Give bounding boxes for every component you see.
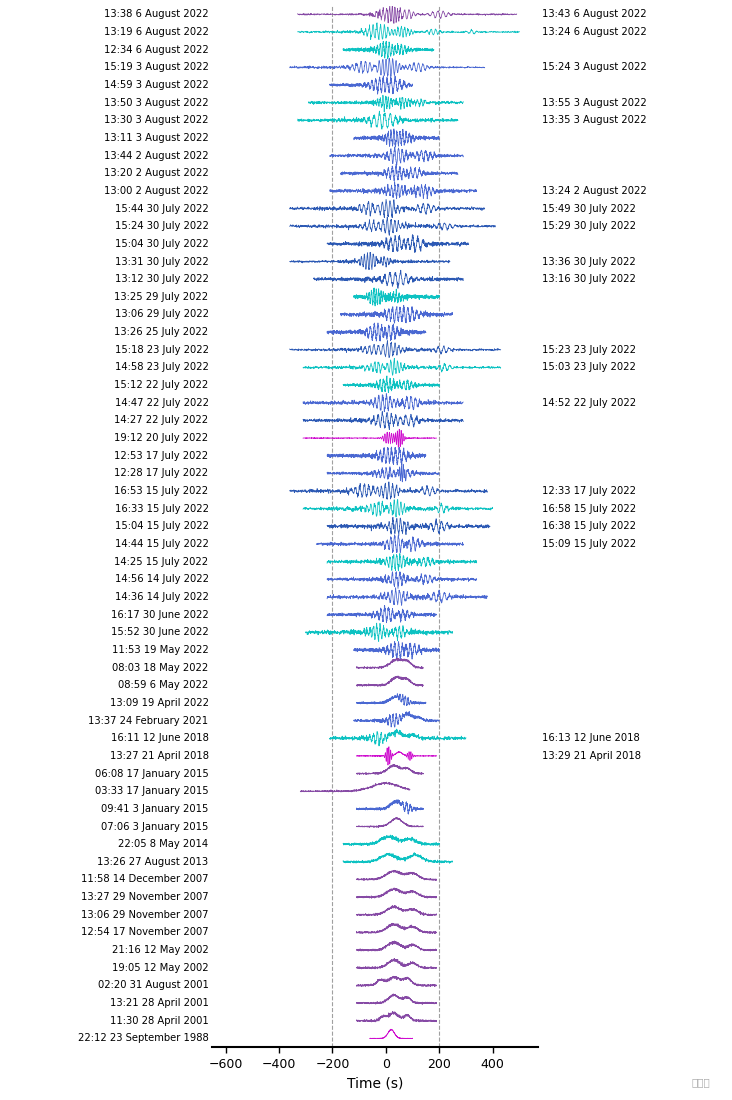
Text: 11:53 19 May 2022: 11:53 19 May 2022	[112, 645, 209, 654]
Text: 12:53 17 July 2022: 12:53 17 July 2022	[114, 451, 209, 461]
Text: 16:38 15 July 2022: 16:38 15 July 2022	[542, 521, 635, 531]
Text: 13:24 2 August 2022: 13:24 2 August 2022	[542, 186, 646, 196]
Text: 13:19 6 August 2022: 13:19 6 August 2022	[104, 28, 209, 37]
Text: 13:35 3 August 2022: 13:35 3 August 2022	[542, 116, 646, 125]
Text: 16:17 30 June 2022: 16:17 30 June 2022	[111, 609, 209, 619]
Text: 14:47 22 July 2022: 14:47 22 July 2022	[115, 398, 209, 408]
Text: 15:19 3 August 2022: 15:19 3 August 2022	[104, 63, 209, 73]
Text: 09:41 3 January 2015: 09:41 3 January 2015	[101, 804, 209, 814]
Text: 15:52 30 June 2022: 15:52 30 June 2022	[111, 627, 209, 637]
Text: 08:03 18 May 2022: 08:03 18 May 2022	[113, 662, 209, 672]
Text: 量子位: 量子位	[691, 1077, 710, 1087]
Text: 16:33 15 July 2022: 16:33 15 July 2022	[115, 504, 209, 514]
Text: 19:05 12 May 2002: 19:05 12 May 2002	[112, 962, 209, 972]
Text: 13:06 29 July 2022: 13:06 29 July 2022	[115, 309, 209, 319]
Text: 13:24 6 August 2022: 13:24 6 August 2022	[542, 28, 646, 37]
Text: 15:04 30 July 2022: 15:04 30 July 2022	[115, 239, 209, 249]
Text: 02:20 31 August 2001: 02:20 31 August 2001	[98, 980, 209, 990]
Text: 21:16 12 May 2002: 21:16 12 May 2002	[112, 945, 209, 955]
Text: 12:34 6 August 2022: 12:34 6 August 2022	[104, 45, 209, 55]
Text: 14:59 3 August 2022: 14:59 3 August 2022	[104, 80, 209, 90]
Text: 15:24 30 July 2022: 15:24 30 July 2022	[115, 221, 209, 231]
Text: 15:18 23 July 2022: 15:18 23 July 2022	[115, 344, 209, 355]
Text: 13:31 30 July 2022: 13:31 30 July 2022	[115, 256, 209, 266]
X-axis label: Time (s): Time (s)	[347, 1076, 403, 1090]
Text: 16:11 12 June 2018: 16:11 12 June 2018	[111, 734, 209, 744]
Text: 15:24 3 August 2022: 15:24 3 August 2022	[542, 63, 646, 73]
Text: 13:06 29 November 2007: 13:06 29 November 2007	[81, 910, 209, 920]
Text: 13:29 21 April 2018: 13:29 21 April 2018	[542, 751, 640, 761]
Text: 11:58 14 December 2007: 11:58 14 December 2007	[81, 874, 209, 884]
Text: 15:12 22 July 2022: 15:12 22 July 2022	[114, 381, 209, 390]
Text: 11:30 28 April 2001: 11:30 28 April 2001	[110, 1015, 209, 1025]
Text: 13:09 19 April 2022: 13:09 19 April 2022	[110, 697, 209, 708]
Text: 13:00 2 August 2022: 13:00 2 August 2022	[104, 186, 209, 196]
Text: 15:23 23 July 2022: 15:23 23 July 2022	[542, 344, 635, 355]
Text: 13:26 25 July 2022: 13:26 25 July 2022	[114, 327, 209, 337]
Text: 13:44 2 August 2022: 13:44 2 August 2022	[104, 151, 209, 161]
Text: 12:54 17 November 2007: 12:54 17 November 2007	[81, 927, 209, 937]
Text: 03:33 17 January 2015: 03:33 17 January 2015	[95, 786, 209, 796]
Text: 15:04 15 July 2022: 15:04 15 July 2022	[115, 521, 209, 531]
Text: 13:50 3 August 2022: 13:50 3 August 2022	[104, 98, 209, 108]
Text: 13:11 3 August 2022: 13:11 3 August 2022	[104, 133, 209, 143]
Text: 13:27 21 April 2018: 13:27 21 April 2018	[110, 751, 209, 761]
Text: 13:38 6 August 2022: 13:38 6 August 2022	[104, 9, 209, 20]
Text: 16:13 12 June 2018: 16:13 12 June 2018	[542, 734, 640, 744]
Text: 13:37 24 February 2021: 13:37 24 February 2021	[89, 716, 209, 726]
Text: 14:27 22 July 2022: 14:27 22 July 2022	[114, 416, 209, 426]
Text: 14:25 15 July 2022: 14:25 15 July 2022	[114, 557, 209, 566]
Text: 13:12 30 July 2022: 13:12 30 July 2022	[115, 274, 209, 284]
Text: 16:53 15 July 2022: 16:53 15 July 2022	[114, 486, 209, 496]
Text: 15:09 15 July 2022: 15:09 15 July 2022	[542, 539, 636, 549]
Text: 13:16 30 July 2022: 13:16 30 July 2022	[542, 274, 635, 284]
Text: 07:06 3 January 2015: 07:06 3 January 2015	[101, 822, 209, 832]
Text: 22:12 23 September 1988: 22:12 23 September 1988	[78, 1033, 209, 1044]
Text: 13:26 27 August 2013: 13:26 27 August 2013	[97, 857, 209, 867]
Text: 13:25 29 July 2022: 13:25 29 July 2022	[114, 292, 209, 301]
Text: 15:03 23 July 2022: 15:03 23 July 2022	[542, 362, 635, 373]
Text: 13:20 2 August 2022: 13:20 2 August 2022	[104, 168, 209, 178]
Text: 14:36 14 July 2022: 14:36 14 July 2022	[115, 592, 209, 602]
Text: 13:30 3 August 2022: 13:30 3 August 2022	[104, 116, 209, 125]
Text: 13:27 29 November 2007: 13:27 29 November 2007	[81, 892, 209, 902]
Text: 14:44 15 July 2022: 14:44 15 July 2022	[115, 539, 209, 549]
Text: 22:05 8 May 2014: 22:05 8 May 2014	[119, 839, 209, 849]
Text: 14:58 23 July 2022: 14:58 23 July 2022	[115, 362, 209, 373]
Text: 16:58 15 July 2022: 16:58 15 July 2022	[542, 504, 636, 514]
Text: 12:28 17 July 2022: 12:28 17 July 2022	[114, 469, 209, 478]
Text: 13:21 28 April 2001: 13:21 28 April 2001	[110, 998, 209, 1008]
Text: 08:59 6 May 2022: 08:59 6 May 2022	[119, 680, 209, 691]
Text: 14:56 14 July 2022: 14:56 14 July 2022	[115, 574, 209, 584]
Text: 19:12 20 July 2022: 19:12 20 July 2022	[114, 433, 209, 443]
Text: 15:49 30 July 2022: 15:49 30 July 2022	[542, 204, 635, 213]
Text: 13:55 3 August 2022: 13:55 3 August 2022	[542, 98, 646, 108]
Text: 12:33 17 July 2022: 12:33 17 July 2022	[542, 486, 635, 496]
Text: 13:36 30 July 2022: 13:36 30 July 2022	[542, 256, 635, 266]
Text: 13:43 6 August 2022: 13:43 6 August 2022	[542, 9, 646, 20]
Text: 15:44 30 July 2022: 15:44 30 July 2022	[115, 204, 209, 213]
Text: 06:08 17 January 2015: 06:08 17 January 2015	[95, 769, 209, 779]
Text: 15:29 30 July 2022: 15:29 30 July 2022	[542, 221, 635, 231]
Text: 14:52 22 July 2022: 14:52 22 July 2022	[542, 398, 636, 408]
